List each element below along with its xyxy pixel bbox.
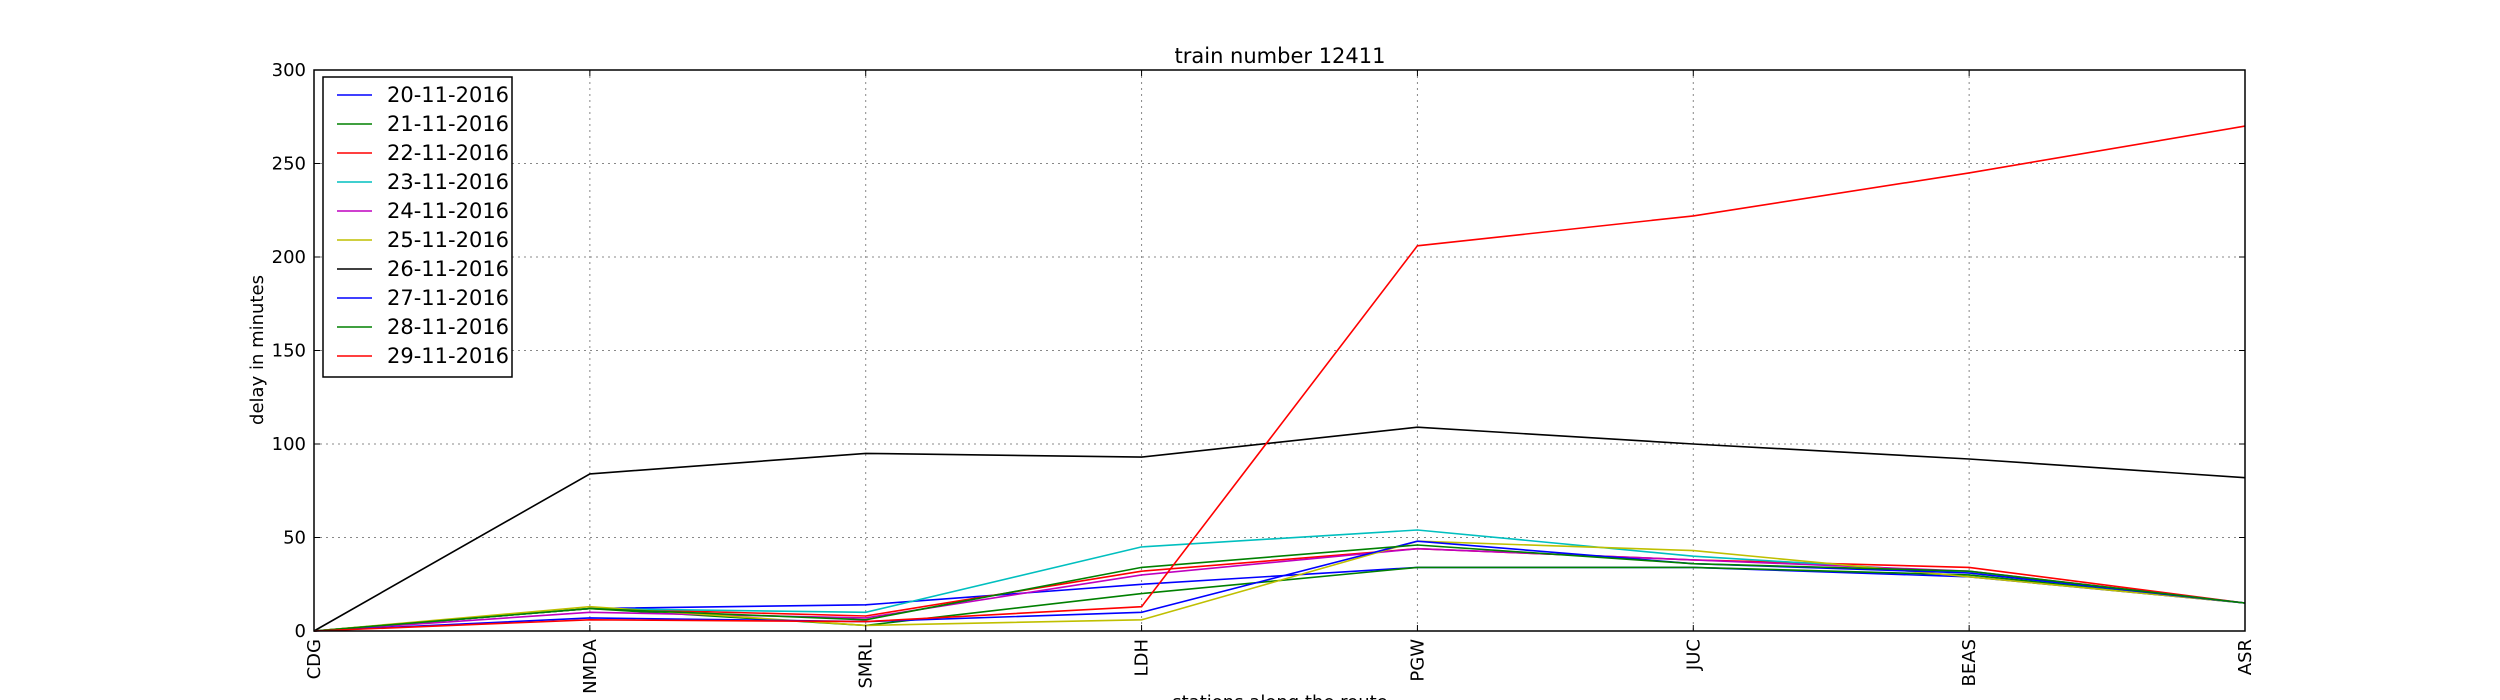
x-tick-label: BEAS xyxy=(1959,639,1980,686)
legend-items: 20-11-2016 21-11-2016 22-11-2016 23-11-2016… xyxy=(337,83,509,368)
y-axis-title: delay in minutes xyxy=(247,275,268,425)
y-tick-label: 0 xyxy=(295,621,306,642)
legend-label: 28-11-2016 xyxy=(387,315,509,339)
x-tick-label: NMDA xyxy=(580,638,601,694)
series-line-20-11-2016 xyxy=(313,566,2246,632)
x-tick-label: CDG xyxy=(304,639,325,679)
y-axis-ticks: 0 50 100 150 200 250 300 xyxy=(272,60,2245,642)
legend-label: 23-11-2016 xyxy=(387,170,509,194)
grid-layer xyxy=(314,70,2245,631)
legend-label: 22-11-2016 xyxy=(387,141,509,165)
y-tick-label: 50 xyxy=(283,528,306,549)
x-tick-label: PGW xyxy=(1407,639,1428,682)
series-line-27-11-2016 xyxy=(313,540,2246,632)
legend-label: 21-11-2016 xyxy=(387,112,509,136)
y-tick-label: 300 xyxy=(272,60,306,81)
y-tick-label: 250 xyxy=(272,154,306,175)
legend-label: 27-11-2016 xyxy=(387,286,509,310)
legend: 20-11-2016 21-11-2016 22-11-2016 23-11-2016… xyxy=(322,76,513,378)
series-line-28-11-2016 xyxy=(313,544,2246,632)
series-line-26-11-2016 xyxy=(313,426,2246,632)
x-axis-title: stations along the route xyxy=(1172,692,1387,700)
x-tick-label: ASR xyxy=(2235,639,2256,675)
y-tick-label: 150 xyxy=(272,341,306,362)
x-tick-label: JUC xyxy=(1683,639,1704,671)
legend-label: 20-11-2016 xyxy=(387,83,509,107)
y-tick-label: 100 xyxy=(272,434,306,455)
x-tick-label: SMRL xyxy=(856,639,877,689)
chart-title: train number 12411 xyxy=(1175,44,1386,68)
legend-label: 29-11-2016 xyxy=(387,344,509,368)
y-tick-label: 200 xyxy=(272,247,306,268)
legend-label: 24-11-2016 xyxy=(387,199,509,223)
series-line-29-11-2016 xyxy=(313,125,2246,632)
x-tick-label: LDH xyxy=(1132,639,1153,676)
legend-label: 25-11-2016 xyxy=(387,228,509,252)
series-layer xyxy=(313,125,2246,632)
legend-label: 26-11-2016 xyxy=(387,257,509,281)
x-axis-ticks: CDG NMDA SMRL LDH PGW JUC BEAS ASR xyxy=(304,70,2256,694)
